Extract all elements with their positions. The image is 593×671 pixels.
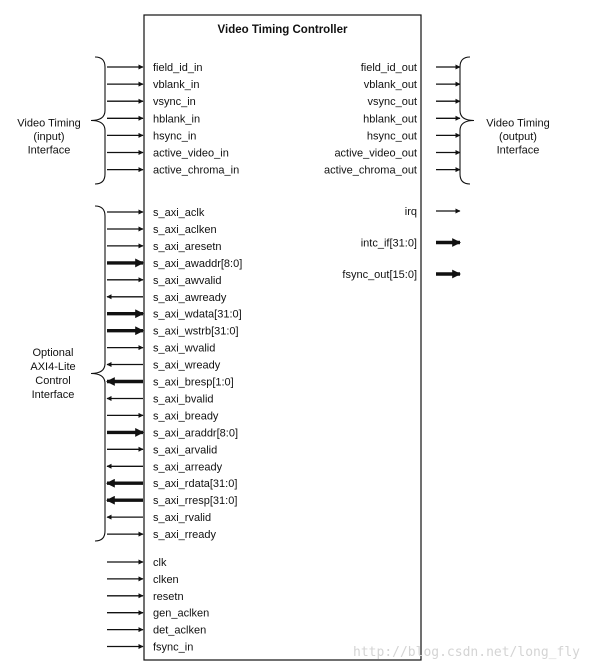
port-clk: clk xyxy=(153,557,167,569)
port-active-chroma-out: active_chroma_out xyxy=(324,165,417,177)
port-s-axi-wstrb: s_axi_wstrb[31:0] xyxy=(153,326,239,338)
group-label-line: Control xyxy=(35,375,70,387)
controller-block xyxy=(143,14,422,661)
port-s-axi-araddr: s_axi_araddr[8:0] xyxy=(153,427,238,439)
group-label-line: (input) xyxy=(33,131,64,143)
port-s-axi-rresp: s_axi_rresp[31:0] xyxy=(153,495,237,507)
group-label-line: Interface xyxy=(32,389,75,401)
port-s-axi-wvalid: s_axi_wvalid xyxy=(153,343,215,355)
port-vblank-out: vblank_out xyxy=(364,79,417,91)
port-s-axi-aresetn: s_axi_aresetn xyxy=(153,241,222,253)
brace-video-out xyxy=(459,56,475,185)
port-s-axi-wdata: s_axi_wdata[31:0] xyxy=(153,309,242,321)
port-hblank-in: hblank_in xyxy=(153,113,200,125)
group-label-line: Interface xyxy=(497,145,540,157)
braces xyxy=(90,56,475,542)
port-clken: clken xyxy=(153,574,179,586)
port-s-axi-arready: s_axi_arready xyxy=(153,461,223,473)
group-label-line: Interface xyxy=(28,145,71,157)
ports-clocks: clk clken resetn gen_aclken det_aclken fsync_… xyxy=(107,557,209,654)
group-label-video-out: Video Timing(output) Interface xyxy=(486,118,549,157)
ports-video-in: field_id_in vblank_in vsync_in hblank_inhsy… xyxy=(107,62,239,177)
port-irq: irq xyxy=(405,206,417,218)
port-s-axi-rvalid: s_axi_rvalid xyxy=(153,512,211,524)
port-gen-aclken: gen_aclken xyxy=(153,608,209,620)
port-vsync-in: vsync_in xyxy=(153,96,196,108)
port-field-id-in: field_id_in xyxy=(153,62,203,74)
group-label-video-in: Video Timing(input) Interface xyxy=(17,118,80,157)
group-label-line: Video Timing xyxy=(17,118,80,130)
port-intc-if: intc_if[31:0] xyxy=(361,238,417,250)
group-label-line: Video Timing xyxy=(486,118,549,130)
port-s-axi-rready: s_axi_rready xyxy=(153,529,216,541)
port-s-axi-awaddr: s_axi_awaddr[8:0] xyxy=(153,258,242,270)
group-label-line: Optional xyxy=(33,347,74,359)
port-fsync-out: fsync_out[15:0] xyxy=(342,269,417,281)
group-label-line: AXI4-Lite xyxy=(30,361,75,373)
port-hsync-out: hsync_out xyxy=(367,130,417,142)
port-s-axi-bvalid: s_axi_bvalid xyxy=(153,394,214,406)
port-s-axi-rdata: s_axi_rdata[31:0] xyxy=(153,478,237,490)
port-s-axi-awvalid: s_axi_awvalid xyxy=(153,275,221,287)
group-label-axi: Optional AXI4-Lite Control Interface xyxy=(30,347,75,401)
port-hblank-out: hblank_out xyxy=(363,113,417,125)
port-s-axi-bready: s_axi_bready xyxy=(153,410,219,422)
block-title: Video Timing Controller xyxy=(218,24,348,36)
port-vblank-in: vblank_in xyxy=(153,79,199,91)
port-s-axi-awready: s_axi_awready xyxy=(153,292,227,304)
port-s-axi-aclken: s_axi_aclken xyxy=(153,224,217,236)
port-s-axi-wready: s_axi_wready xyxy=(153,360,221,372)
port-hsync-in: hsync_in xyxy=(153,130,196,142)
watermark: http://blog.csdn.net/long_fly xyxy=(353,645,580,660)
port-s-axi-arvalid: s_axi_arvalid xyxy=(153,444,217,456)
port-s-axi-aclk: s_axi_aclk xyxy=(153,207,205,219)
port-vsync-out: vsync_out xyxy=(367,96,417,108)
port-s-axi-bresp: s_axi_bresp[1:0] xyxy=(153,377,234,389)
port-fsync-in: fsync_in xyxy=(153,642,193,654)
brace-axi xyxy=(90,205,106,542)
port-active-video-in: active_video_in xyxy=(153,148,229,160)
ports-video-out: field_id_out vblank_out vsync_out hblank_ou… xyxy=(324,62,461,177)
ports-misc-out: irq intc_if[31:0] fsync_out[15:0] xyxy=(342,206,462,281)
port-active-chroma-in: active_chroma_in xyxy=(153,165,239,177)
port-active-video-out: active_video_out xyxy=(334,148,417,160)
ports-axi: s_axi_aclk s_axi_aclken s_axi_aresetn s_axi… xyxy=(105,207,242,541)
brace-video-in xyxy=(90,56,106,185)
group-label-line: (output) xyxy=(499,131,537,143)
port-groups: field_id_in vblank_in vsync_in hblank_inhsy… xyxy=(105,62,462,654)
port-det-aclken: det_aclken xyxy=(153,625,206,637)
port-field-id-out: field_id_out xyxy=(361,62,417,74)
port-resetn: resetn xyxy=(153,591,184,603)
